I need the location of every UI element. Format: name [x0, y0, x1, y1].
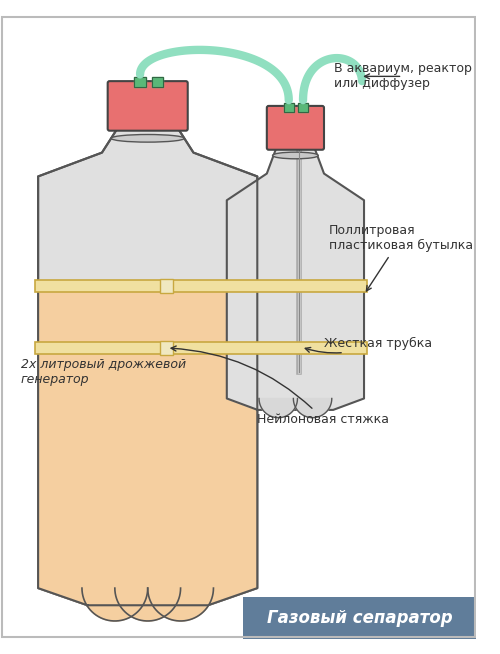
Bar	[284, 103, 294, 112]
Bar	[36, 342, 367, 354]
Text: Нейлоновая стяжка: Нейлоновая стяжка	[171, 346, 390, 426]
Ellipse shape	[272, 152, 318, 159]
FancyBboxPatch shape	[108, 81, 188, 131]
Polygon shape	[38, 286, 258, 605]
Bar	[134, 77, 146, 87]
Bar	[160, 279, 173, 293]
Text: 2х литровый дрожжевой
генератор: 2х литровый дрожжевой генератор	[21, 358, 186, 386]
Polygon shape	[82, 588, 148, 621]
Polygon shape	[115, 588, 180, 621]
Bar	[152, 77, 163, 87]
Bar	[284, 103, 294, 112]
Polygon shape	[259, 398, 298, 418]
Bar	[36, 280, 367, 292]
FancyBboxPatch shape	[267, 106, 324, 150]
Polygon shape	[294, 398, 332, 418]
Ellipse shape	[111, 135, 184, 142]
Bar	[298, 103, 308, 112]
Polygon shape	[38, 129, 258, 605]
Bar	[160, 341, 173, 354]
Bar	[298, 103, 308, 112]
Text: Газовый сепаратор: Газовый сепаратор	[267, 609, 452, 627]
Polygon shape	[148, 588, 214, 621]
Text: Жесткая трубка: Жесткая трубка	[305, 337, 432, 353]
Text: В аквариум, реактор
или диффузер: В аквариум, реактор или диффузер	[334, 62, 471, 90]
Bar	[134, 77, 146, 87]
Text: Поллитровая
пластиковая бутылка: Поллитровая пластиковая бутылка	[329, 224, 473, 291]
Bar	[152, 77, 163, 87]
Polygon shape	[227, 148, 364, 410]
Bar	[243, 596, 476, 638]
